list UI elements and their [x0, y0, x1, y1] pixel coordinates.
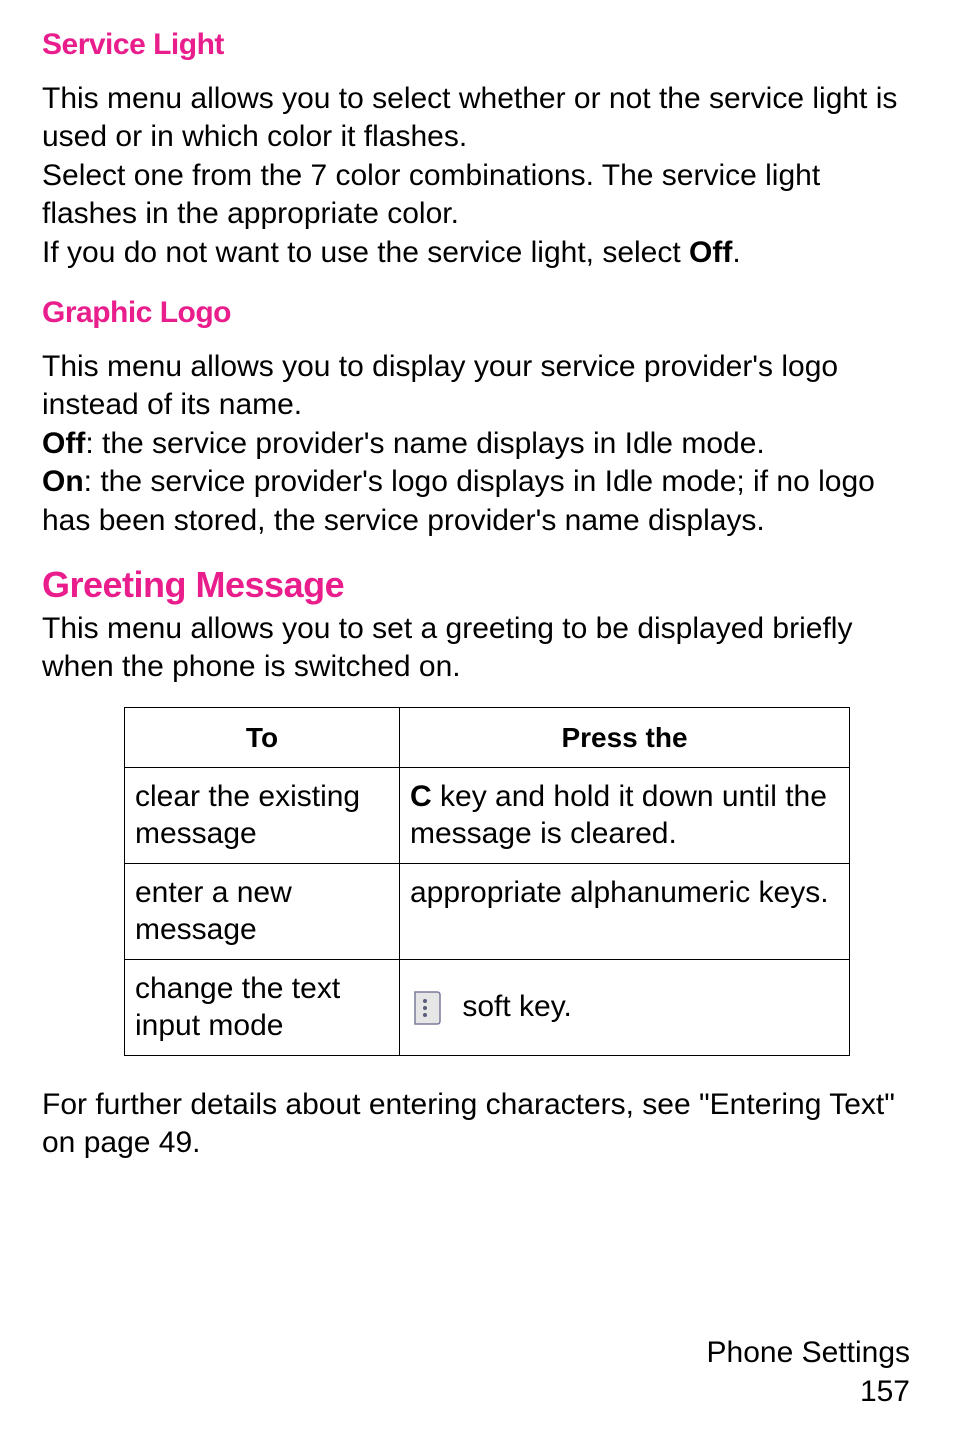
service-light-p1c-post: .	[732, 236, 740, 269]
softkey-options-icon	[410, 989, 444, 1027]
greeting-intro: This menu allows you to set a greeting t…	[42, 610, 912, 687]
graphic-logo-off-text: : the service provider's name displays i…	[85, 427, 764, 460]
greeting-heading: Greeting Message	[42, 564, 912, 606]
graphic-logo-on-label: On	[42, 465, 84, 498]
table-row: clear the existing message C key and hol…	[125, 767, 850, 863]
table-cell-to: clear the existing message	[125, 767, 400, 863]
table-header-to: To	[125, 707, 400, 767]
table-cell-press: appropriate alphanumeric keys.	[400, 863, 850, 959]
table-cell-press: soft key.	[400, 959, 850, 1055]
greeting-table: To Press the clear the existing message …	[124, 707, 850, 1056]
row2-press-rest: soft key.	[454, 990, 572, 1023]
table-header-row: To Press the	[125, 707, 850, 767]
graphic-logo-p1: This menu allows you to display your ser…	[42, 350, 838, 421]
table-row: enter a new message appropriate alphanum…	[125, 863, 850, 959]
page-footer: Phone Settings 157	[707, 1334, 910, 1411]
c-key-bold: C	[410, 780, 432, 813]
service-light-heading: Service Light	[42, 28, 912, 62]
footer-section: Phone Settings	[707, 1334, 910, 1372]
graphic-logo-on-text: : the service provider's logo displays i…	[42, 465, 875, 536]
service-light-p1c-pre: If you do not want to use the service li…	[42, 236, 689, 269]
table-row: change the text input mode soft key.	[125, 959, 850, 1055]
table-header-press: Press the	[400, 707, 850, 767]
table-cell-to: change the text input mode	[125, 959, 400, 1055]
table-cell-to: enter a new message	[125, 863, 400, 959]
greeting-footnote: For further details about entering chara…	[42, 1086, 912, 1163]
graphic-logo-body: This menu allows you to display your ser…	[42, 348, 912, 540]
service-light-p1b: Select one from the 7 color combinations…	[42, 159, 820, 230]
footer-page-number: 157	[707, 1373, 910, 1411]
service-light-body: This menu allows you to select whether o…	[42, 80, 912, 272]
row0-press-rest: key and hold it down until the message i…	[410, 780, 827, 851]
service-light-off-bold: Off	[689, 236, 732, 269]
service-light-p1a: This menu allows you to select whether o…	[42, 82, 897, 153]
table-cell-press: C key and hold it down until the message…	[400, 767, 850, 863]
graphic-logo-off-label: Off	[42, 427, 85, 460]
graphic-logo-heading: Graphic Logo	[42, 296, 912, 330]
